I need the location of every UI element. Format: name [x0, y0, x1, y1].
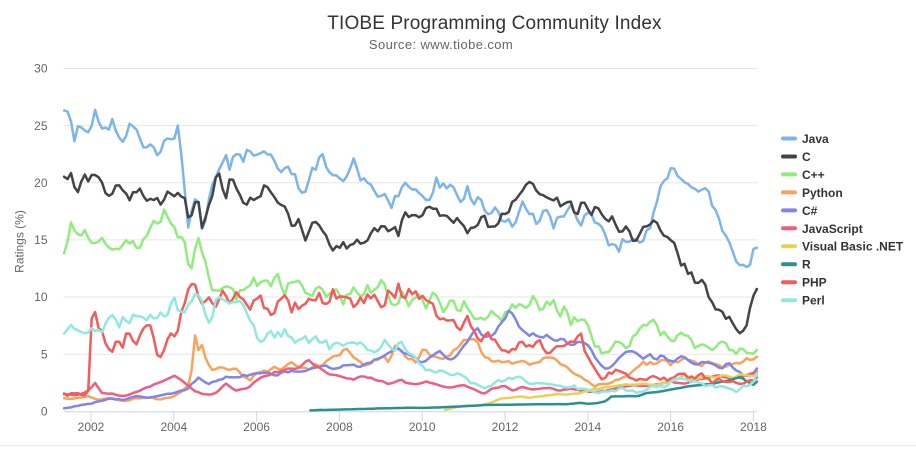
svg-text:25: 25: [34, 119, 48, 133]
svg-text:Perl: Perl: [802, 294, 825, 308]
svg-text:PHP: PHP: [802, 276, 827, 290]
svg-text:Ratings (%): Ratings (%): [13, 210, 27, 273]
svg-text:2004: 2004: [160, 420, 187, 434]
svg-text:5: 5: [41, 347, 48, 361]
svg-text:Visual Basic .NET: Visual Basic .NET: [802, 240, 904, 254]
svg-text:2018: 2018: [740, 420, 767, 434]
svg-text:C#: C#: [802, 204, 818, 218]
svg-text:R: R: [802, 258, 811, 272]
svg-text:2016: 2016: [657, 420, 684, 434]
svg-text:C: C: [802, 150, 811, 164]
svg-text:2008: 2008: [326, 420, 353, 434]
svg-text:2006: 2006: [243, 420, 270, 434]
svg-text:Source: www.tiobe.com: Source: www.tiobe.com: [369, 37, 513, 52]
svg-text:15: 15: [34, 233, 48, 247]
svg-text:C++: C++: [802, 168, 825, 182]
svg-text:2002: 2002: [78, 420, 105, 434]
svg-text:JavaScript: JavaScript: [802, 222, 863, 236]
svg-text:0: 0: [41, 405, 48, 419]
svg-text:2012: 2012: [492, 420, 519, 434]
svg-text:Python: Python: [802, 186, 843, 200]
svg-text:30: 30: [34, 62, 48, 76]
svg-text:20: 20: [34, 176, 48, 190]
svg-text:TIOBE Programming Community In: TIOBE Programming Community Index: [327, 13, 662, 34]
svg-text:10: 10: [34, 290, 48, 304]
svg-text:2010: 2010: [409, 420, 436, 434]
svg-text:2014: 2014: [574, 420, 601, 434]
svg-text:Java: Java: [802, 132, 829, 146]
